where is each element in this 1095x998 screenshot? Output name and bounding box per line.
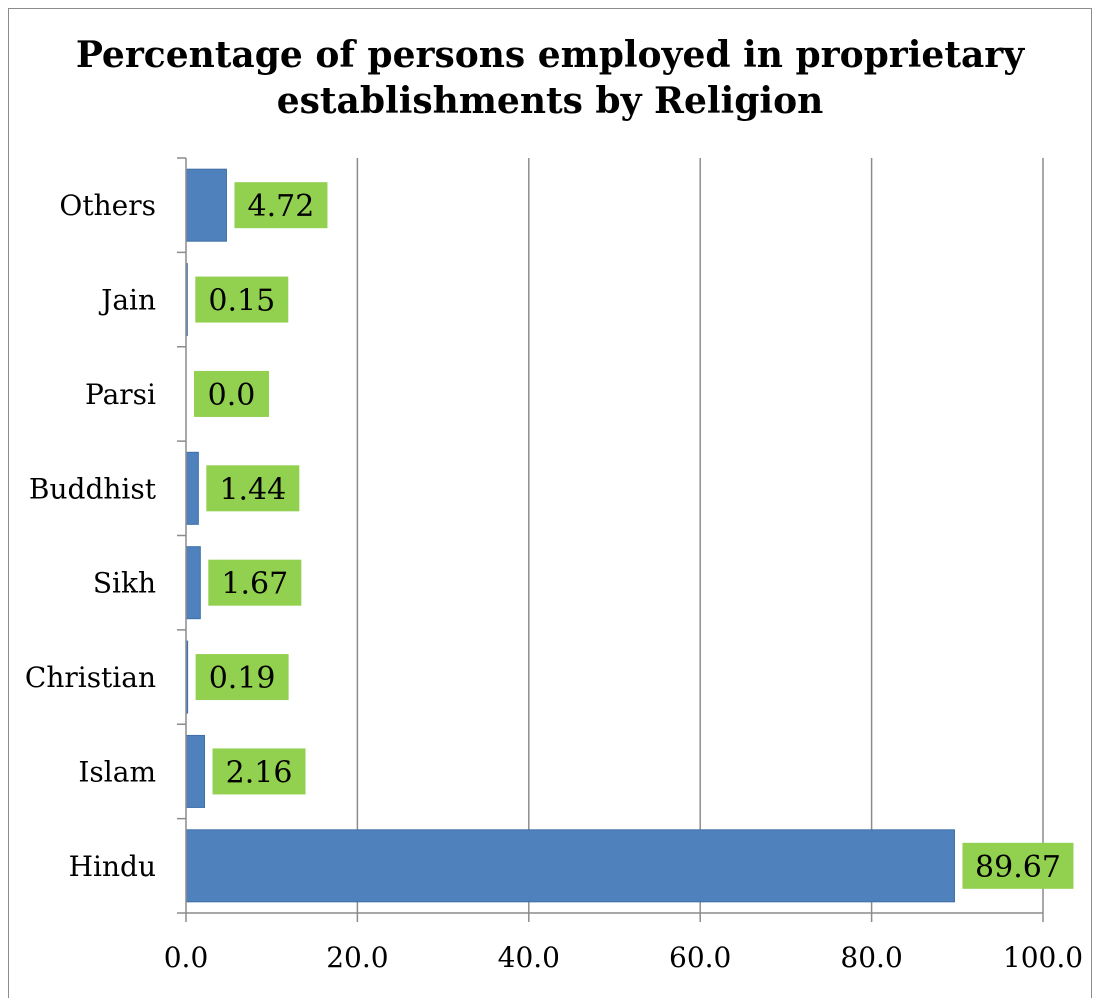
category-label: Others [59, 189, 156, 222]
data-label-box [194, 370, 269, 417]
data-label-text: 0.0 [208, 378, 256, 413]
data-label-text: 2.16 [226, 755, 293, 790]
data-label-box [234, 182, 328, 229]
data-label-box [206, 465, 300, 512]
data-label: 0.15 [195, 276, 289, 323]
data-label-text: 4.72 [248, 189, 315, 224]
bar [185, 829, 955, 903]
data-label-box [195, 276, 289, 323]
data-label-box [962, 842, 1074, 889]
category-label: Sikh [93, 567, 156, 600]
data-label-box [212, 748, 306, 795]
data-label: 4.72 [234, 182, 328, 229]
data-label: 1.44 [206, 465, 300, 512]
x-tick-label: 20.0 [326, 941, 388, 974]
bar [185, 168, 227, 242]
data-label-box [208, 559, 302, 606]
bar [185, 451, 199, 525]
x-tick-label: 0.0 [164, 941, 209, 974]
gridlines [356, 158, 1044, 913]
category-label: Hindu [69, 850, 156, 883]
data-label: 0.0 [194, 370, 269, 417]
data-label-text: 0.15 [208, 284, 275, 319]
category-label: Parsi [85, 378, 156, 411]
category-label: Christian [25, 661, 156, 694]
category-labels: Hindu Islam Christian Sikh Buddhist Parsi Jain… [25, 189, 157, 883]
data-label: 2.16 [212, 748, 306, 795]
x-tick-label: 80.0 [840, 941, 902, 974]
data-label: 1.67 [208, 559, 302, 606]
x-tick-label: 60.0 [669, 941, 731, 974]
chart-title: Percentage of persons employed in propri… [75, 34, 1025, 122]
data-label: 0.19 [195, 654, 289, 701]
data-label-text: 1.44 [219, 472, 286, 507]
data-labels: 89.67 2.16 0.19 1.67 1.44 0.0 0.15 4.72 [194, 182, 1074, 889]
data-label: 89.67 [962, 842, 1074, 889]
x-tick-labels: 0.0 20.0 40.0 60.0 80.0 100.0 [164, 941, 1083, 974]
category-label: Buddhist [29, 472, 157, 505]
data-label-box [195, 654, 289, 701]
category-label: Jain [98, 284, 156, 317]
bar [185, 546, 201, 620]
bar [185, 734, 206, 808]
data-label-text: 1.67 [221, 567, 288, 602]
data-label-text: 89.67 [975, 850, 1061, 885]
data-label-text: 0.19 [209, 661, 276, 696]
category-label: Islam [78, 755, 156, 788]
axes [177, 157, 1044, 922]
x-tick-label: 40.0 [498, 941, 560, 974]
x-tick-label: 100.0 [1003, 941, 1083, 974]
